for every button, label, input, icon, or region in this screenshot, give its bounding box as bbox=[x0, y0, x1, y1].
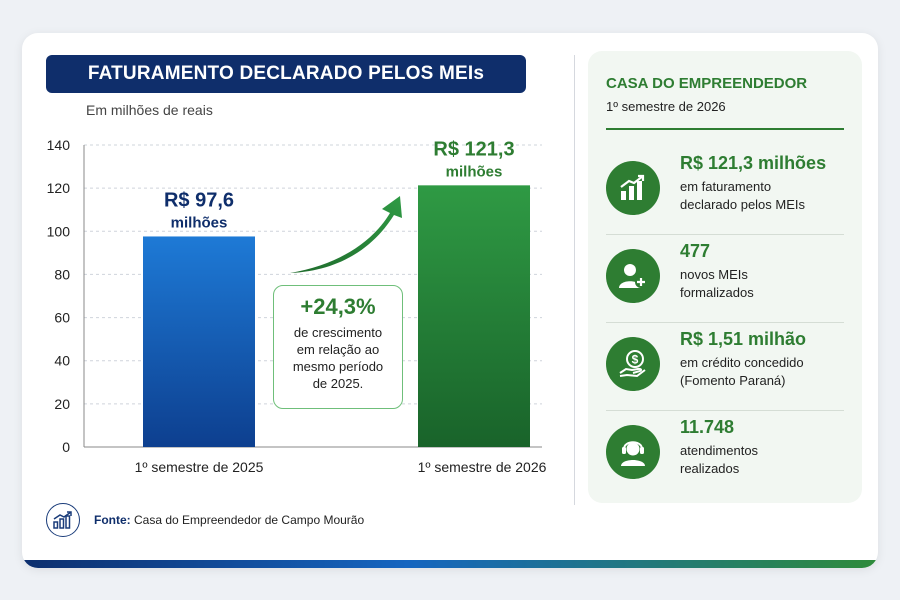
growth-value: +24,3% bbox=[300, 294, 376, 319]
stat-line: realizados bbox=[680, 461, 740, 476]
vertical-divider bbox=[574, 55, 575, 505]
summary-panel: CASA DO EMPREENDEDOR 1º semestre de 2026… bbox=[588, 51, 862, 503]
stat-line: declarado pelos MEIs bbox=[680, 197, 806, 212]
stat-separator bbox=[606, 322, 844, 323]
bar bbox=[143, 236, 255, 447]
growth-description: de crescimento em relação ao mesmo perío… bbox=[274, 324, 402, 392]
stat-item: $ R$ 1,51 milhão em crédito concedido (F… bbox=[606, 323, 844, 411]
bar-chart-growth-icon bbox=[606, 161, 660, 215]
stat-line: (Fomento Paraná) bbox=[680, 373, 786, 388]
source-value: Casa do Empreendedor de Campo Mourão bbox=[134, 513, 365, 527]
panel-subtitle: 1º semestre de 2026 bbox=[606, 99, 726, 114]
y-tick-label: 80 bbox=[54, 266, 70, 282]
growth-line: em relação ao bbox=[296, 342, 380, 357]
y-tick-label: 20 bbox=[54, 396, 70, 412]
chart-growth-icon bbox=[46, 503, 80, 537]
y-tick-label: 120 bbox=[47, 180, 71, 196]
y-tick-label: 0 bbox=[62, 439, 70, 455]
stat-value: R$ 1,51 milhão bbox=[680, 329, 807, 349]
x-category-label: 1º semestre de 2025 bbox=[135, 459, 264, 475]
growth-arrow bbox=[290, 196, 402, 273]
stat-value: 477 bbox=[680, 241, 711, 261]
stat-description: em faturamento declarado pelos MEIs bbox=[680, 178, 840, 214]
stat-description: atendimentos realizados bbox=[680, 442, 840, 478]
stat-separator bbox=[606, 234, 844, 235]
growth-line: de 2025. bbox=[312, 376, 364, 391]
bar-chart: 0 20 40 60 80 100 120 140 R$ 97,6 milhões 1º seme… bbox=[47, 137, 547, 475]
panel-title: CASA DO EMPREENDEDOR bbox=[606, 75, 808, 92]
add-user-icon bbox=[606, 249, 660, 303]
stat-line: em faturamento bbox=[680, 179, 772, 194]
stat-line: novos MEIs bbox=[680, 267, 748, 282]
growth-line: de crescimento bbox=[293, 325, 383, 340]
infographic-card: FATURAMENTO DECLARADO PELOS MEIs Em milh… bbox=[22, 33, 878, 568]
source-label: Fonte: bbox=[94, 513, 131, 527]
bar-unit-label: milhões bbox=[446, 163, 503, 180]
stat-value: R$ 121,3 milhões bbox=[680, 153, 827, 173]
y-tick-label: 140 bbox=[47, 137, 71, 153]
stat-description: novos MEIs formalizados bbox=[680, 266, 840, 302]
y-tick-label: 100 bbox=[47, 223, 71, 239]
stat-line: atendimentos bbox=[680, 443, 759, 458]
x-category-label: 1º semestre de 2026 bbox=[418, 459, 547, 475]
stat-value: 11.748 bbox=[680, 417, 735, 437]
stat-item: 11.748 atendimentos realizados bbox=[606, 411, 844, 499]
chart-title: FATURAMENTO DECLARADO PELOS MEIs bbox=[46, 55, 526, 93]
growth-line: mesmo período bbox=[292, 359, 384, 374]
chart-subtitle: Em milhões de reais bbox=[86, 102, 213, 118]
stat-line: em crédito concedido bbox=[680, 355, 804, 370]
source-text: Fonte: Casa do Empreendedor de Campo Mou… bbox=[94, 513, 364, 527]
stat-item: R$ 121,3 milhões em faturamento declarad… bbox=[606, 147, 844, 235]
growth-callout: +24,3% de crescimento em relação ao mesm… bbox=[273, 285, 403, 409]
stat-item: 477 novos MEIs formalizados bbox=[606, 235, 844, 323]
bar bbox=[418, 185, 530, 448]
panel-divider bbox=[606, 128, 844, 130]
bar-value-label: R$ 97,6 bbox=[164, 189, 234, 211]
svg-text:$: $ bbox=[632, 353, 639, 367]
bar-value-label: R$ 121,3 bbox=[433, 138, 514, 160]
money-hand-icon: $ bbox=[606, 337, 660, 391]
source-row: Fonte: Casa do Empreendedor de Campo Mou… bbox=[46, 503, 364, 537]
bar-unit-label: milhões bbox=[171, 214, 228, 231]
stat-separator bbox=[606, 410, 844, 411]
y-tick-label: 40 bbox=[54, 353, 70, 369]
bottom-accent-bar bbox=[22, 560, 878, 568]
headset-agent-icon bbox=[606, 425, 660, 479]
stat-line: formalizados bbox=[680, 285, 754, 300]
stat-description: em crédito concedido (Fomento Paraná) bbox=[680, 354, 840, 390]
y-tick-label: 60 bbox=[54, 310, 70, 326]
